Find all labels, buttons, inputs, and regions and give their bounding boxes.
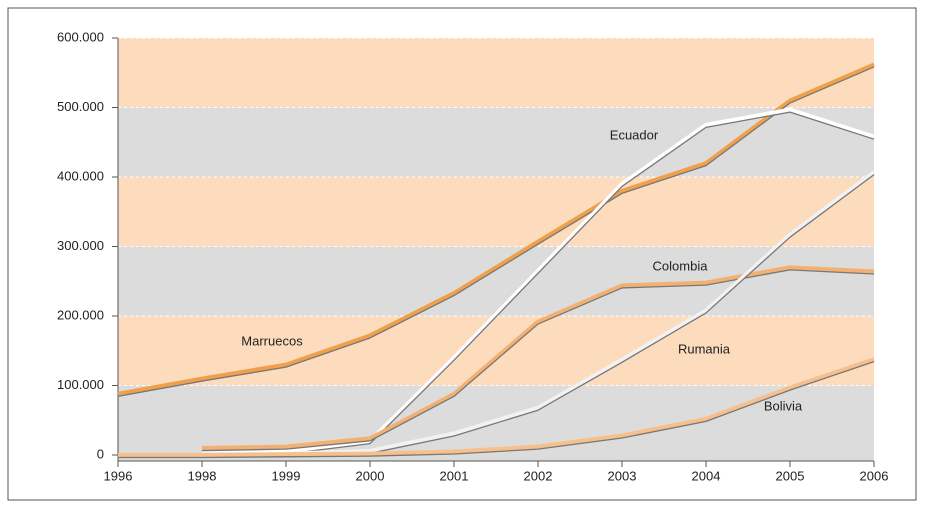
y-tick-label: 500.000: [57, 99, 104, 114]
y-tick-label: 0: [97, 446, 104, 461]
series-label: Rumania: [678, 341, 731, 356]
plot-band: [118, 455, 874, 461]
series-label: Ecuador: [610, 127, 659, 142]
x-tick-label: 2005: [776, 468, 805, 483]
y-tick-label: 300.000: [57, 238, 104, 253]
series-line-shadow: [117, 66, 875, 397]
series-line-shadow: [201, 111, 875, 457]
plot-band: [118, 38, 874, 108]
series-line-shadow: [118, 360, 875, 459]
x-tick-label: 2004: [692, 468, 721, 483]
x-tick-label: 2001: [440, 468, 469, 483]
x-tick-label: 1998: [188, 468, 217, 483]
series-line: [118, 357, 875, 457]
x-tick-label: 2002: [524, 468, 553, 483]
series-line: [201, 265, 875, 451]
y-tick-label: 600.000: [57, 29, 104, 44]
x-tick-label: 2003: [608, 468, 637, 483]
x-tick-label: 1996: [104, 468, 133, 483]
series-label: Bolivia: [764, 398, 803, 413]
x-tick-label: 2000: [356, 468, 385, 483]
series-line: [117, 62, 875, 396]
y-tick-label: 100.000: [57, 377, 104, 392]
plot-band: [118, 246, 874, 316]
series-label: Marruecos: [241, 333, 303, 348]
frame: [7, 7, 917, 501]
series-label: Colombia: [653, 258, 709, 273]
y-tick-label: 200.000: [57, 307, 104, 322]
series-line: [201, 107, 875, 455]
x-tick-label: 2006: [860, 468, 889, 483]
plot-band: [118, 177, 874, 247]
x-tick-label: 1999: [272, 468, 301, 483]
y-tick-label: 400.000: [57, 168, 104, 183]
series-line-shadow: [201, 269, 875, 452]
